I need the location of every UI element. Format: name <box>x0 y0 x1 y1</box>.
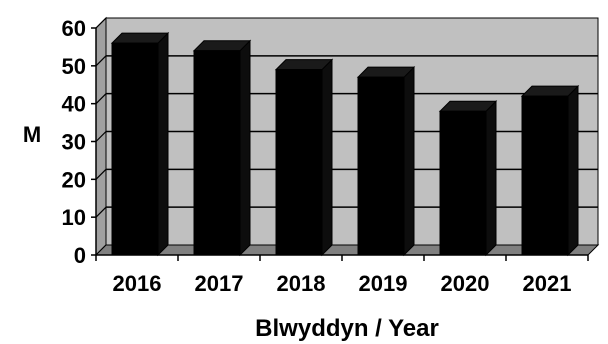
y-axis-label: M <box>23 122 41 147</box>
gridlines <box>95 17 598 256</box>
x-axis-label: Blwyddyn / Year <box>255 315 439 342</box>
bars <box>110 31 580 257</box>
bar-top <box>192 40 252 52</box>
y-tick-label: 0 <box>74 243 86 268</box>
bar-top <box>274 59 334 71</box>
bar <box>356 65 416 257</box>
y-tick-label: 30 <box>62 130 86 155</box>
gridline-side <box>95 93 107 105</box>
y-tick-label: 20 <box>62 167 86 192</box>
bar-side <box>403 65 415 257</box>
bar-side <box>239 39 251 257</box>
bar-front <box>193 50 241 256</box>
y-tick-label: 50 <box>62 54 86 79</box>
x-tick-label: 2017 <box>195 271 244 296</box>
bar-top <box>520 85 580 97</box>
bar <box>438 100 498 257</box>
gridline-side <box>95 131 107 142</box>
bar-top <box>110 32 170 44</box>
bar-front <box>111 42 159 256</box>
bar-top <box>356 66 416 78</box>
x-tick-label: 2019 <box>359 271 408 296</box>
y-axis: 0 10 20 30 40 50 60 <box>62 16 97 268</box>
bar-side <box>485 100 497 257</box>
bar <box>274 58 334 257</box>
x-tick-label: 2016 <box>113 271 162 296</box>
x-tick-label: 2021 <box>523 271 572 296</box>
gridline-side <box>95 206 107 218</box>
y-tick-label: 60 <box>62 16 86 41</box>
gridline-side <box>95 55 107 67</box>
bar-front <box>357 76 405 256</box>
bar-side <box>321 58 333 257</box>
bar-side <box>157 31 169 257</box>
bar-front <box>521 95 569 256</box>
bar <box>520 84 580 257</box>
gridline-side <box>95 168 107 180</box>
bar-front <box>275 69 323 256</box>
y-tick-label: 40 <box>62 92 86 117</box>
bar-side <box>567 84 579 257</box>
gridline-side <box>95 17 107 29</box>
bar <box>192 39 252 257</box>
x-tick-label: 2020 <box>441 271 490 296</box>
bar-top <box>438 100 498 112</box>
bar <box>110 31 170 257</box>
y-tick-label: 10 <box>62 205 86 230</box>
x-axis: 2016 2017 2018 2019 2020 2021 <box>95 254 589 296</box>
bar-front <box>439 110 487 256</box>
x-tick-label: 2018 <box>277 271 326 296</box>
